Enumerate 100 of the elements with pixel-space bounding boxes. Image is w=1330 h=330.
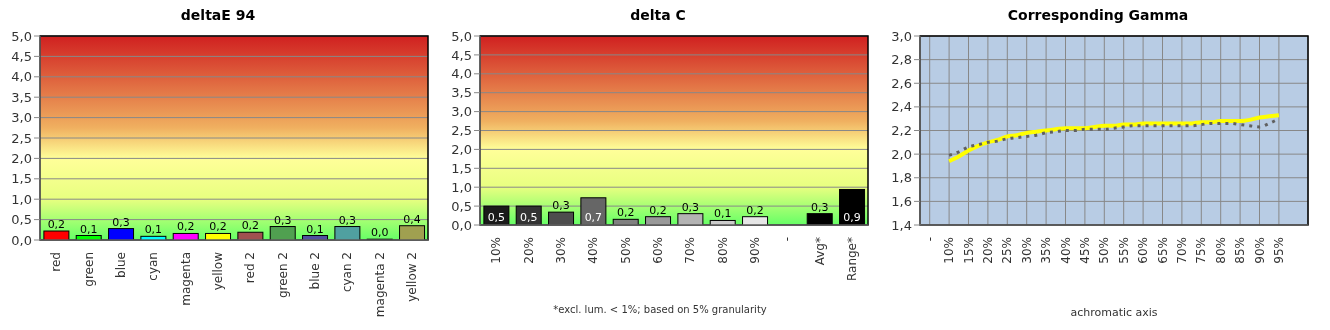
- y-tick-label: 4,0: [11, 69, 32, 85]
- y-tick-label: 1,5: [451, 160, 472, 176]
- x-tick-label: blue: [113, 252, 128, 278]
- x-tick-label: green 2: [275, 252, 290, 299]
- y-tick-label: 1,8: [891, 170, 912, 186]
- y-tick-label: 2,6: [891, 75, 912, 91]
- x-tick-label: 90%: [1252, 237, 1267, 264]
- y-tick-label: 2,0: [891, 146, 912, 162]
- y-tick-label: 5,0: [11, 28, 32, 44]
- x-tick-label: 60%: [1136, 237, 1151, 264]
- data-label: 0,3: [338, 213, 357, 227]
- x-tick-label: yellow 2: [404, 252, 419, 302]
- y-tick-label: 2,5: [11, 130, 32, 146]
- x-tick-label: 95%: [1271, 237, 1286, 264]
- x-tick-label: cyan 2: [340, 252, 355, 293]
- text: *excl. lum. < 1%; based on 5% granularity: [553, 304, 767, 315]
- chart-title: Corresponding Gamma: [1006, 6, 1190, 24]
- y-tick-label: 2,4: [891, 99, 912, 115]
- y-tick-label: 3,5: [11, 89, 32, 105]
- y-tick-label: 0,0: [451, 217, 472, 233]
- data-label: 0,7: [584, 211, 603, 224]
- x-tick-label: 45%: [1077, 237, 1092, 264]
- y-tick-label: 3,0: [451, 104, 472, 120]
- y-tick-label: 1,4: [891, 217, 912, 233]
- data-label: 0,1: [713, 207, 732, 221]
- y-tick-label: 0,5: [451, 198, 472, 214]
- x-tick-label: 10%: [942, 237, 957, 264]
- x-tick-label: 90%: [747, 237, 762, 264]
- data-label: 0,2: [746, 203, 764, 217]
- x-tick-label: 55%: [1116, 237, 1131, 264]
- x-tick-label: blue 2: [307, 252, 322, 290]
- x-tick-label: 60%: [650, 237, 665, 264]
- x-tick-label: 30%: [1019, 237, 1034, 264]
- y-tick-label: 4,0: [451, 66, 472, 82]
- data-label: 0,3: [273, 213, 292, 227]
- data-label: 0,9: [843, 211, 861, 224]
- data-label: 0,2: [47, 218, 66, 232]
- x-tick-label: green: [81, 252, 96, 287]
- y-tick-label: 2,2: [891, 123, 912, 139]
- y-tick-label: 0,5: [11, 212, 32, 228]
- y-tick-label: 4,5: [451, 47, 472, 63]
- data-label: 0,3: [810, 200, 829, 214]
- x-tick-label: cyan: [146, 252, 161, 281]
- y-tick-label: 2,0: [451, 142, 472, 158]
- x-tick-label: 80%: [715, 237, 730, 264]
- x-tick-label: Range*: [844, 237, 859, 282]
- y-tick-label: 1,5: [11, 171, 32, 187]
- y-tick-label: 1,0: [11, 191, 32, 207]
- x-tick-label: 50%: [618, 237, 633, 264]
- x-tick-label: 70%: [1174, 237, 1189, 264]
- data-label: 0,2: [616, 206, 635, 220]
- x-tick-label: red 2: [243, 252, 258, 284]
- x-tick-label: 20%: [521, 237, 536, 264]
- data-label: 0,1: [144, 223, 163, 237]
- y-tick-label: 2,0: [11, 151, 32, 167]
- x-tick-label: 10%: [489, 237, 504, 264]
- y-tick-label: 0,0: [11, 232, 32, 248]
- data-label: 0,1: [79, 222, 98, 236]
- x-tick-label: 50%: [1097, 237, 1112, 264]
- data-label: 0,2: [649, 203, 667, 217]
- x-tick-label: 80%: [1213, 237, 1228, 264]
- x-tick-label: 75%: [1194, 237, 1209, 264]
- x-tick-label: red: [49, 252, 64, 272]
- data-label: 0,4: [403, 212, 421, 226]
- x-tick-label: Avg*: [812, 237, 827, 266]
- x-tick-label: magenta: [178, 252, 193, 306]
- y-tick-label: 1,0: [451, 179, 472, 195]
- x-tick-label: yellow: [210, 251, 225, 291]
- x-tick-label: 65%: [1155, 237, 1170, 264]
- x-tick-label: 25%: [1000, 237, 1015, 264]
- x-tick-label: -: [922, 237, 937, 242]
- y-tick-label: 1,6: [891, 193, 912, 209]
- y-tick-label: 3,0: [891, 28, 912, 44]
- data-label: 0,3: [552, 199, 570, 213]
- x-tick-label: 15%: [961, 237, 976, 264]
- x-tick-label: 40%: [586, 237, 601, 264]
- chart-title: deltaE 94: [179, 6, 257, 24]
- x-tick-label: -: [780, 237, 795, 242]
- y-tick-label: 3,5: [451, 85, 472, 101]
- chart-title: delta C: [629, 6, 687, 24]
- x-tick-label: 20%: [980, 237, 995, 264]
- data-label: 0,0: [370, 226, 389, 240]
- data-label: 0,1: [306, 222, 324, 236]
- y-tick-label: 4,5: [11, 49, 32, 65]
- data-label: 0,5: [519, 211, 538, 224]
- x-tick-label: 30%: [553, 237, 568, 264]
- y-tick-label: 3,0: [11, 110, 32, 126]
- data-label: 0,5: [487, 211, 506, 224]
- data-label: 0,3: [681, 200, 700, 214]
- data-label: 0,2: [176, 220, 195, 234]
- data-label: 0,3: [112, 215, 130, 229]
- data-label: 0,2: [209, 220, 227, 234]
- x-tick-label: 70%: [683, 237, 698, 264]
- x-tick-label: 35%: [1039, 237, 1054, 264]
- x-tick-label: magenta 2: [372, 252, 387, 318]
- y-tick-label: 5,0: [451, 28, 472, 44]
- x-axis-title: achromatic axis: [1070, 306, 1158, 319]
- x-tick-label: 85%: [1233, 237, 1248, 264]
- y-tick-label: 2,5: [451, 123, 472, 139]
- x-tick-label: 40%: [1058, 237, 1073, 264]
